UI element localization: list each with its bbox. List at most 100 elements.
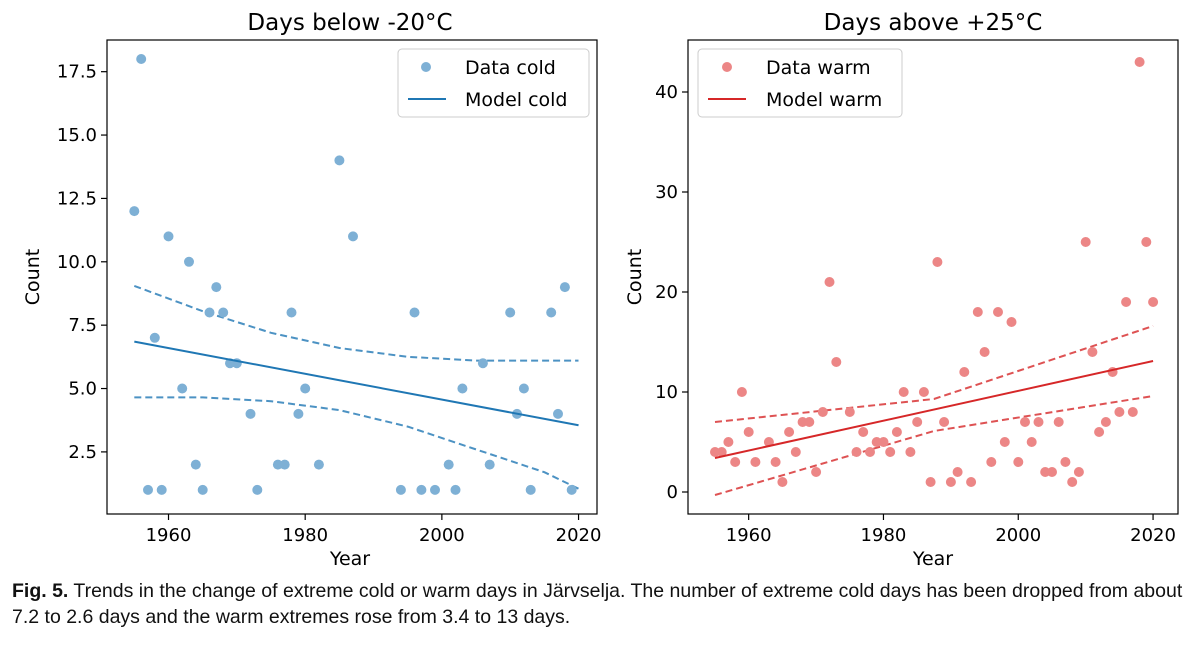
warm-chart-title: Days above +25°C (824, 10, 1043, 36)
warm-data-point (1127, 407, 1138, 417)
warm-data-point (851, 447, 862, 457)
cold-y-tick-label: 5.0 (68, 379, 97, 400)
warm-ticks: 1960 1980 2000 2020 0 10 20 30 40 (655, 82, 1176, 546)
cold-data-point (348, 231, 358, 242)
warm-legend-model-label: Model warm (766, 89, 882, 111)
cold-y-axis-label: Count (22, 249, 44, 305)
cold-ci-upper-line (133, 284, 579, 362)
cold-data-point (218, 307, 229, 318)
warm-data-point (1013, 457, 1024, 467)
warm-data-point (1100, 417, 1111, 427)
warm-y-tick-label: 30 (655, 182, 678, 203)
cold-data-point (313, 459, 324, 470)
warm-x-tick-label: 1960 (726, 525, 772, 546)
warm-data-point (939, 417, 950, 427)
warm-data-point (1073, 467, 1084, 477)
cold-data-point (204, 307, 215, 318)
warm-data-point (898, 387, 909, 397)
warm-y-tick-label: 20 (655, 282, 678, 303)
warm-data-point (1060, 457, 1071, 467)
cold-plot-frame (106, 39, 598, 515)
warm-data-point (1033, 417, 1044, 427)
cold-data-point (546, 307, 557, 318)
cold-data-point (477, 358, 488, 369)
warm-data-point (844, 407, 855, 417)
warm-legend-box (697, 48, 903, 118)
cold-model-trend-line (134, 340, 579, 427)
caption-text: Trends in the change of extreme cold or … (12, 580, 1183, 628)
cold-data-point (190, 459, 201, 470)
warm-data-point (865, 447, 875, 457)
cold-data-point (300, 383, 311, 394)
warm-legend-marker (722, 62, 732, 72)
warm-data-point (945, 477, 956, 487)
cold-data-point (450, 484, 461, 495)
warm-data-point (1053, 417, 1064, 427)
warm-data-point (972, 307, 983, 317)
cold-y-tick-label: 7.5 (68, 315, 97, 336)
warm-data-point (1087, 347, 1098, 357)
cold-chart-title: Days below -20°C (247, 10, 452, 36)
cold-days-panel: Days below -20°C Year Count 1960 1980 2000… (22, 10, 601, 570)
cold-data-point (252, 484, 263, 495)
warm-data-point (912, 417, 923, 427)
warm-data-point (918, 387, 929, 397)
warm-data-point (1094, 427, 1105, 437)
cold-data-point (211, 282, 222, 293)
warm-data-point (730, 457, 741, 467)
warm-data-point (858, 427, 869, 437)
warm-data-point (811, 467, 822, 477)
warm-data-point (1020, 417, 1030, 427)
cold-data-point (443, 459, 454, 470)
cold-data-point (177, 383, 188, 394)
warm-data-point (1067, 477, 1078, 487)
cold-legend-model-label: Model cold (465, 89, 568, 111)
cold-y-tick-label: 12.5 (57, 188, 97, 209)
warm-data-point (999, 437, 1010, 447)
cold-ticks: 1960 1980 2000 2020 2.5 5.0 7.5 10.0 12.5 15.0 17.… (57, 62, 602, 546)
warm-data-point (1047, 467, 1057, 477)
warm-data-point (1080, 237, 1091, 247)
cold-data-point (457, 383, 468, 394)
cold-x-tick-label: 2000 (419, 525, 465, 546)
cold-data-point (559, 282, 570, 293)
cold-data-point (197, 484, 208, 495)
cold-data-point (245, 408, 256, 419)
warm-data-point (1114, 407, 1125, 417)
warm-data-point (770, 457, 781, 467)
warm-data-point (891, 427, 902, 437)
warm-data-point (716, 447, 727, 457)
warm-data-point (932, 257, 943, 267)
cold-legend-data-label: Data cold (465, 57, 556, 79)
cold-data-point (143, 484, 153, 495)
cold-data-point (409, 307, 420, 318)
warm-x-tick-label: 1980 (861, 525, 907, 546)
warm-y-axis-label: Count (624, 249, 646, 305)
warm-legend: Data warm Model warm (697, 48, 903, 118)
figure: Days below -20°C Year Count 1960 1980 2000… (22, 10, 1179, 570)
cold-x-tick-label: 1960 (146, 525, 192, 546)
warm-data-point (1141, 237, 1152, 247)
cold-ci-lower-line (134, 396, 579, 490)
warm-data-point (736, 387, 747, 397)
warm-ci-upper-line (714, 325, 1154, 423)
warm-data-point (993, 307, 1003, 317)
cold-data-point (416, 484, 427, 495)
cold-data-point (525, 484, 536, 495)
warm-confidence-band (714, 325, 1154, 496)
warm-y-tick-label: 0 (667, 482, 678, 503)
warm-y-tick-label: 40 (655, 82, 678, 103)
cold-model-line (134, 340, 579, 427)
cold-data-point (430, 484, 440, 495)
warm-data-point (986, 457, 997, 467)
warm-plot-frame (687, 39, 1179, 515)
warm-y-tick-label: 10 (655, 382, 678, 403)
warm-data-point (723, 437, 734, 447)
warm-data-point (885, 447, 896, 457)
cold-legend-marker (421, 62, 431, 72)
warm-data-point (750, 457, 761, 467)
warm-data-point (1148, 297, 1159, 307)
cold-data-point (136, 54, 147, 64)
cold-y-tick-label: 17.5 (57, 62, 97, 83)
cold-data-point (293, 408, 304, 419)
